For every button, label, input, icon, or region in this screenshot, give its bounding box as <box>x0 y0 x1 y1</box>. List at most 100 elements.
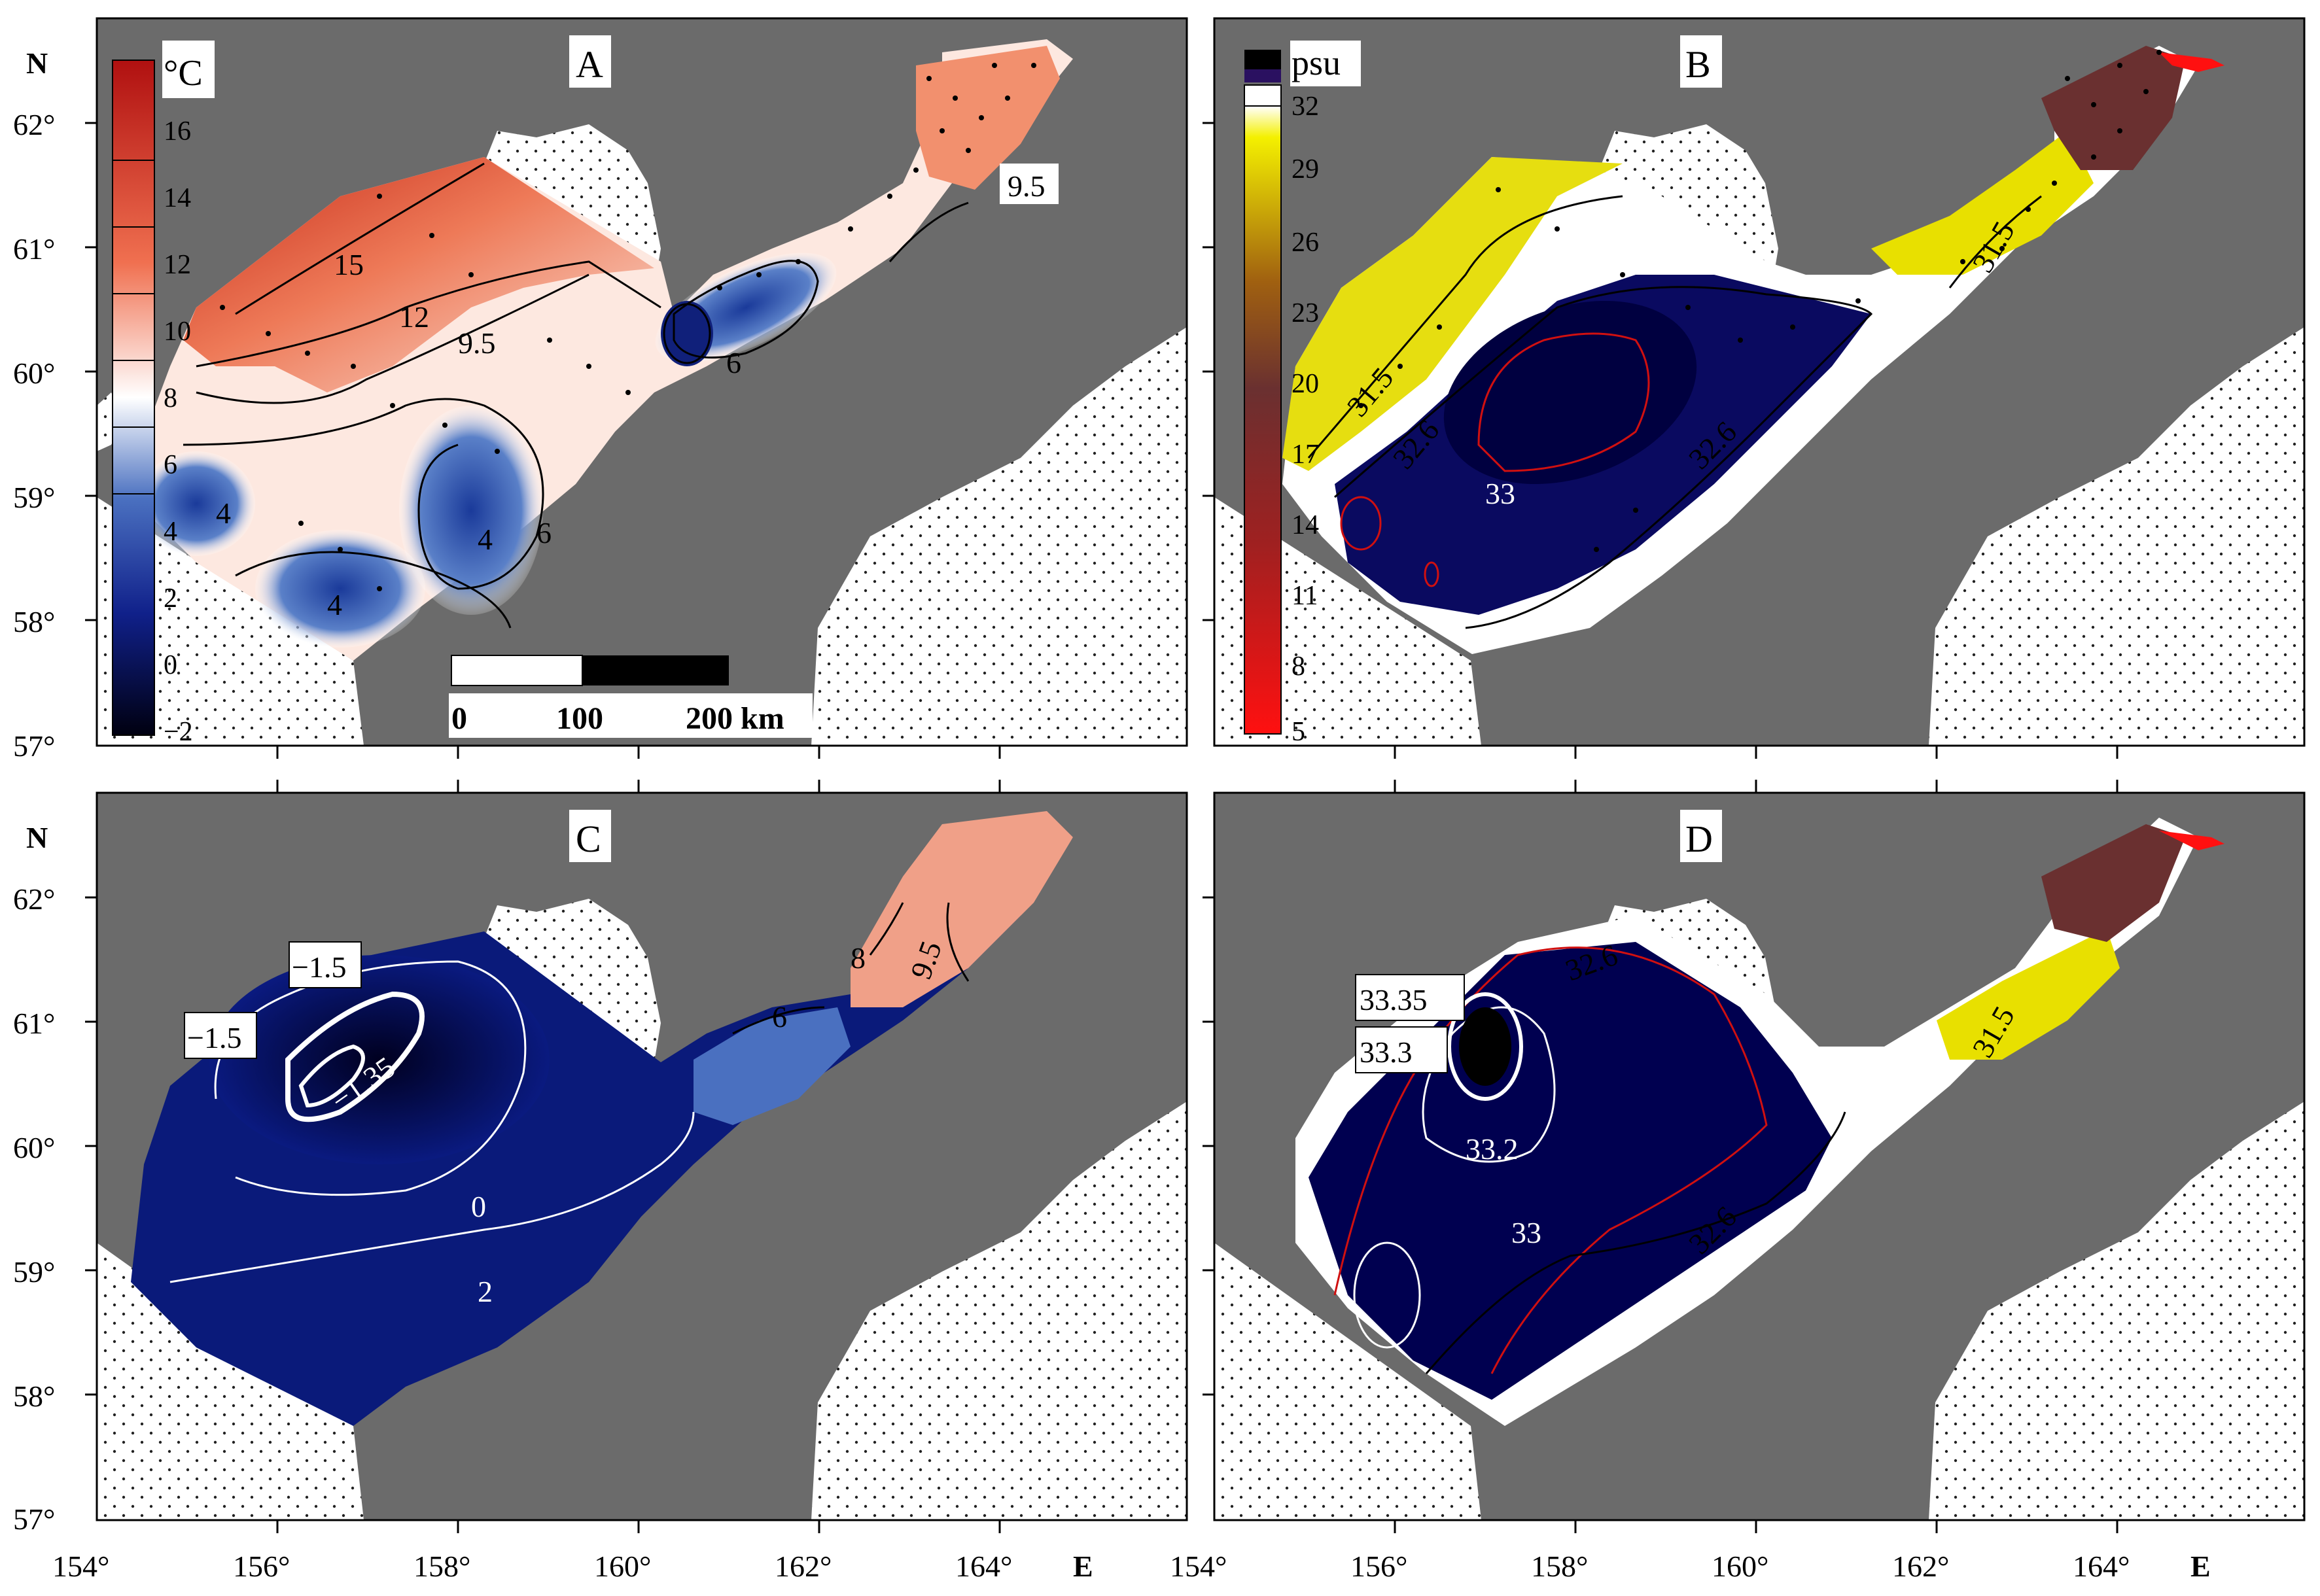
lon-tick-label: 160° <box>1712 1550 1768 1583</box>
panel-label: D <box>1685 818 1713 860</box>
colorbar-tick: 17 <box>1292 440 1319 470</box>
tick-marks <box>85 122 2118 1533</box>
warm-region-north <box>851 811 1073 1007</box>
latitude-axis-top: N 62° 61° 60° 59° 58° 57° <box>13 46 55 763</box>
colorbar-tick: 29 <box>1292 154 1319 184</box>
lat-tick-label: 62° <box>13 882 55 916</box>
colorbar-tick: 2 <box>164 583 177 614</box>
lon-tick-label: 164° <box>2073 1550 2130 1583</box>
colorbar-tick: 4 <box>164 517 177 547</box>
contour-label: 33.2 <box>1466 1132 1519 1166</box>
lon-tick-label: 156° <box>1350 1550 1407 1583</box>
contours <box>732 902 970 1035</box>
panel-d: 33.35 33.3 33.2 33 32.6 32.6 31.5 D <box>1213 791 2306 1521</box>
colorbar-tick: 14 <box>164 183 191 213</box>
east-label: E <box>2190 1550 2211 1583</box>
low-salinity-red <box>2159 831 2224 850</box>
lat-tick-label: 59° <box>13 481 55 514</box>
contour-label: −1.5 <box>187 1021 241 1054</box>
low-salinity-brown <box>2041 46 2185 170</box>
colorbar-tick: 16 <box>164 116 191 147</box>
north-label: N <box>26 821 48 854</box>
contours <box>1333 946 1846 1374</box>
transition <box>694 1007 851 1125</box>
dark-core <box>1459 1007 1511 1086</box>
lon-tick-label: 164° <box>955 1550 1012 1583</box>
colorbar-tick: 26 <box>1292 228 1319 258</box>
longitude-axis-right: 154° 156° 158° 160° 162° 164° E <box>1170 1550 2211 1583</box>
temperature-colorbar: °C 16 14 12 10 8 6 4 2 0 −2 <box>112 41 215 747</box>
land-dotted <box>811 327 1187 746</box>
lon-tick-label: 156° <box>233 1550 290 1583</box>
lat-tick-label: 58° <box>13 605 55 638</box>
temperature-unit: °C <box>164 53 203 94</box>
contour-label: 8 <box>851 941 866 975</box>
colorbar-tick: 5 <box>1292 717 1305 747</box>
contour-label: 4 <box>216 496 231 530</box>
contour-label: 6 <box>536 516 552 549</box>
colorbar-tick: 11 <box>1292 581 1318 611</box>
north-label: N <box>26 46 48 80</box>
lat-tick-label: 60° <box>13 1131 55 1164</box>
lon-tick-label: 160° <box>594 1550 651 1583</box>
land-dotted <box>1214 1243 1481 1520</box>
longitude-axis-left: 154° 156° 158° 160° 162° 164° E <box>52 1550 1093 1583</box>
colorbar-tick: 14 <box>1292 510 1319 540</box>
land-dotted <box>811 1102 1187 1520</box>
lon-tick-label: 158° <box>1531 1550 1588 1583</box>
colorbar-tick: 8 <box>164 383 177 413</box>
panel-b: 31.5 32.6 33 32.6 31.5 psu 32 29 26 23 2… <box>1213 17 2306 747</box>
lat-tick-label: 60° <box>13 356 55 390</box>
colorbar-tick: 8 <box>1292 651 1305 682</box>
cold-core <box>255 530 425 648</box>
lon-tick-label: 154° <box>52 1550 109 1583</box>
lon-tick-label: 158° <box>413 1550 470 1583</box>
colorbar-tick: 10 <box>164 317 191 347</box>
lon-tick-label: 154° <box>1170 1550 1227 1583</box>
contours <box>183 162 969 629</box>
lat-tick-label: 57° <box>13 1502 55 1536</box>
colorbar-tick: 23 <box>1292 298 1319 328</box>
low-salinity-yellow <box>1282 157 1623 471</box>
panel-a: 15 12 9.5 6 4 4 6 4 9.5 °C 16 14 12 10 8… <box>96 17 1188 747</box>
lat-tick-label: 61° <box>13 1007 55 1040</box>
low-salinity-yellow <box>1871 131 2094 275</box>
contour-label: 9.5 <box>1008 169 1046 203</box>
contour-label: 33 <box>1511 1216 1541 1249</box>
lat-tick-label: 57° <box>13 729 55 763</box>
panel-c: −1.5 −1.5 −1.35 0 2 6 8 9.5 C <box>96 791 1188 1521</box>
salinity-unit: psu <box>1292 43 1341 82</box>
scale-bar: 0 100 200 km <box>449 655 813 738</box>
land-dotted <box>97 497 364 746</box>
contour-label: 9.5 <box>458 326 496 360</box>
colorbar-tick: 12 <box>164 250 191 280</box>
land-dotted <box>1929 1102 2304 1520</box>
contour-label: 15 <box>334 248 364 281</box>
scale-label: 100 <box>556 701 603 736</box>
warm-region-north <box>916 46 1060 190</box>
scale-label: 0 <box>451 701 467 736</box>
contours <box>169 960 695 1283</box>
contour-labels: 15 12 9.5 6 4 4 6 4 9.5 <box>216 164 1059 621</box>
panel-label: C <box>576 818 601 860</box>
lat-tick-label: 59° <box>13 1255 55 1289</box>
contour-label: 2 <box>478 1275 493 1308</box>
low-salinity-brown <box>2041 824 2185 942</box>
colorbar-tick: 20 <box>1292 369 1319 399</box>
colorbar-tick: −2 <box>164 717 193 747</box>
contour-label: 4 <box>478 523 493 556</box>
land-dotted <box>1929 327 2304 746</box>
colorbar-tick: 6 <box>164 450 177 480</box>
lat-tick-label: 61° <box>13 232 55 266</box>
panel-label: A <box>576 43 603 86</box>
contour-label: 0 <box>471 1190 486 1223</box>
contour-label: 6 <box>772 1000 787 1033</box>
station-dots <box>220 63 1036 591</box>
contours <box>1307 195 2042 629</box>
colorbar-tick: 32 <box>1292 92 1319 122</box>
contour-label: 33.3 <box>1360 1035 1413 1069</box>
colorbar-tick: 0 <box>164 650 177 680</box>
lon-tick-label: 162° <box>775 1550 832 1583</box>
lat-tick-label: 62° <box>13 108 55 141</box>
low-salinity-red <box>2159 52 2224 72</box>
